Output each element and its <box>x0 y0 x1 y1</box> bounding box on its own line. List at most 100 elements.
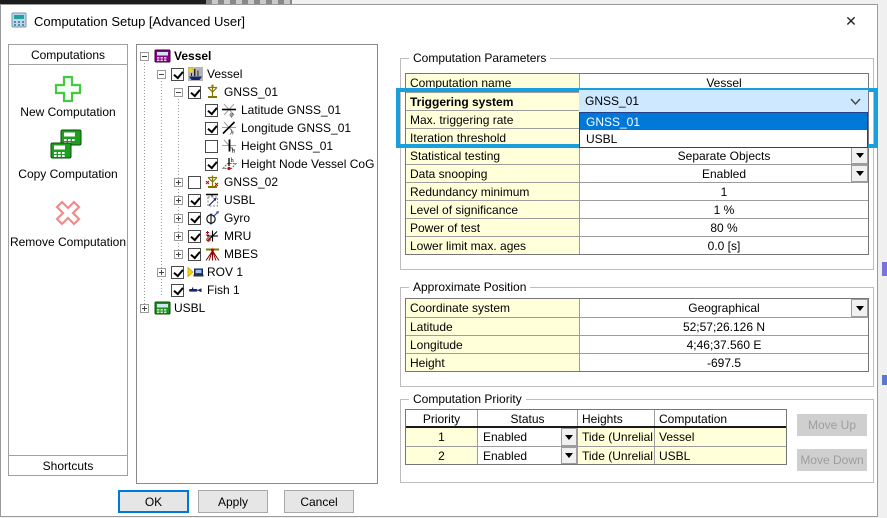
expand-icon[interactable] <box>174 195 183 205</box>
checkbox[interactable] <box>188 247 201 261</box>
table-row: Statistical testing Separate Objects <box>406 146 868 164</box>
table-row: 1 Enabled Tide (Unrelial Vessel <box>406 428 786 446</box>
triggering-system-combobox[interactable]: GNSS_01 <box>579 90 868 112</box>
heights-cell[interactable]: Tide (Unrelial <box>578 447 655 464</box>
background-edge-mark <box>882 262 887 276</box>
shortcuts-button[interactable]: Shortcuts <box>9 455 127 475</box>
power-of-test-value[interactable]: 80 % <box>710 221 738 235</box>
table-row: Height -697.5 <box>406 353 868 371</box>
expand-icon[interactable] <box>174 249 183 259</box>
computation-setup-dialog: Computation Setup [Advanced User] ✕ Comp… <box>0 4 878 517</box>
dropdown-option-usbl[interactable]: USBL <box>586 132 618 146</box>
ok-button[interactable]: OK <box>118 490 189 513</box>
add-icon[interactable] <box>9 73 127 110</box>
move-up-button[interactable]: Move Up <box>797 414 867 436</box>
background-window-strip <box>0 0 206 4</box>
checkbox[interactable] <box>205 139 218 153</box>
collapse-icon[interactable] <box>174 87 183 97</box>
tree-item-mbes[interactable]: MBES <box>137 245 377 263</box>
statistical-testing-value[interactable]: Separate Objects <box>580 147 868 164</box>
longitude-value[interactable]: 4;46;37.560 E <box>686 338 762 352</box>
collapse-icon[interactable] <box>140 51 149 61</box>
tree-item-gyro[interactable]: Gyro <box>137 209 377 227</box>
checkbox[interactable] <box>188 85 201 99</box>
table-row: Lower limit max. ages 0.0 [s] <box>406 236 868 254</box>
checkbox[interactable] <box>188 211 201 225</box>
checkbox[interactable] <box>171 265 184 279</box>
gnss-antenna-icon <box>204 84 221 100</box>
tree-item-rov-1[interactable]: ROV 1 <box>137 263 377 281</box>
computation-cell[interactable]: USBL <box>655 447 786 464</box>
tree-item-latitude-gnss-01[interactable]: φ Latitude GNSS_01 <box>137 101 377 119</box>
gnss-antenna-icon <box>204 174 221 190</box>
copy-computation-button[interactable]: Copy Computation <box>18 167 118 181</box>
computations-sidebar: Computations New Computation Copy Comput… <box>8 44 128 476</box>
app-icon <box>11 12 27 28</box>
redundancy-minimum-value[interactable]: 1 <box>720 185 728 199</box>
copy-icon[interactable] <box>9 129 127 168</box>
dropdown-arrow-icon[interactable] <box>561 447 577 464</box>
towfish-icon <box>187 282 204 298</box>
checkbox[interactable] <box>188 193 201 207</box>
mru-icon <box>204 228 221 244</box>
svg-text:h: h <box>232 147 236 155</box>
collapse-icon[interactable] <box>157 69 166 79</box>
checkbox[interactable] <box>205 157 218 171</box>
tree-item-gnss-01[interactable]: GNSS_01 <box>137 83 377 101</box>
checkbox[interactable] <box>188 229 201 243</box>
remove-icon[interactable] <box>9 197 127 234</box>
table-row: Level of significance 1 % <box>406 200 868 218</box>
remove-computation-button[interactable]: Remove Computation <box>9 235 127 249</box>
cancel-button[interactable]: Cancel <box>284 490 354 513</box>
move-down-button[interactable]: Move Down <box>797 449 867 471</box>
heights-cell[interactable]: Tide (Unrelial <box>578 428 655 446</box>
expand-icon[interactable] <box>140 303 149 313</box>
status-combobox[interactable]: Enabled <box>478 428 578 446</box>
chevron-down-icon[interactable] <box>850 95 861 109</box>
tree-item-height-node-vessel-cog[interactable]: h Height Node Vessel CoG <box>137 155 377 173</box>
level-of-significance-value[interactable]: 1 % <box>713 203 735 217</box>
apply-button[interactable]: Apply <box>198 490 268 513</box>
expand-icon[interactable] <box>174 213 183 223</box>
checkbox[interactable] <box>205 103 218 117</box>
checkbox[interactable] <box>171 67 184 81</box>
table-row: Data snooping Enabled <box>406 164 868 182</box>
table-row: Power of test 80 % <box>406 218 868 236</box>
tree-item-height-gnss-01[interactable]: h Height GNSS_01 <box>137 137 377 155</box>
priority-table: Priority Status Heights Computation 1 En… <box>405 409 787 465</box>
dropdown-arrow-icon[interactable] <box>851 165 868 182</box>
height-value[interactable]: -697.5 <box>706 356 742 370</box>
status-combobox[interactable]: Enabled <box>478 447 578 464</box>
dropdown-arrow-icon[interactable] <box>851 299 868 317</box>
expand-icon[interactable] <box>174 231 183 241</box>
checkbox[interactable] <box>205 121 218 135</box>
tree-item-longitude-gnss-01[interactable]: λ Longitude GNSS_01 <box>137 119 377 137</box>
height-icon: h <box>221 138 238 154</box>
computation-cell[interactable]: Vessel <box>655 428 786 446</box>
table-row: Redundancy minimum 1 <box>406 182 868 200</box>
tree-item-vessel-computation[interactable]: Vessel <box>137 47 377 65</box>
tree-item-usbl-node[interactable]: USBL <box>137 191 377 209</box>
expand-icon[interactable] <box>174 177 183 187</box>
tree-guide <box>144 57 145 313</box>
close-icon[interactable]: ✕ <box>845 13 857 29</box>
tree-item-gnss-02[interactable]: GNSS_02 <box>137 173 377 191</box>
tree-item-mru[interactable]: MRU <box>137 227 377 245</box>
latitude-value[interactable]: 52;57;26.126 N <box>682 320 766 334</box>
tree-item-vessel[interactable]: Vessel <box>137 65 377 83</box>
tree-item-fish-1[interactable]: Fish 1 <box>137 281 377 299</box>
dropdown-option-gnss-01[interactable]: GNSS_01 <box>580 113 867 130</box>
dropdown-arrow-icon[interactable] <box>851 147 868 164</box>
checkbox[interactable] <box>188 175 201 189</box>
expand-icon[interactable] <box>157 267 166 277</box>
new-computation-button[interactable]: New Computation <box>20 105 116 119</box>
coordinate-system-value[interactable]: Geographical <box>580 299 868 317</box>
dropdown-arrow-icon[interactable] <box>561 428 577 446</box>
mbes-icon <box>204 246 221 262</box>
tree-item-usbl-computation[interactable]: USBL <box>137 299 377 317</box>
checkbox[interactable] <box>171 283 184 297</box>
svg-text:φ: φ <box>230 111 234 119</box>
data-snooping-value[interactable]: Enabled <box>580 165 868 182</box>
lower-limit-max-ages-value[interactable]: 0.0 [s] <box>707 239 741 253</box>
computation-name-value[interactable]: Vessel <box>706 76 742 90</box>
